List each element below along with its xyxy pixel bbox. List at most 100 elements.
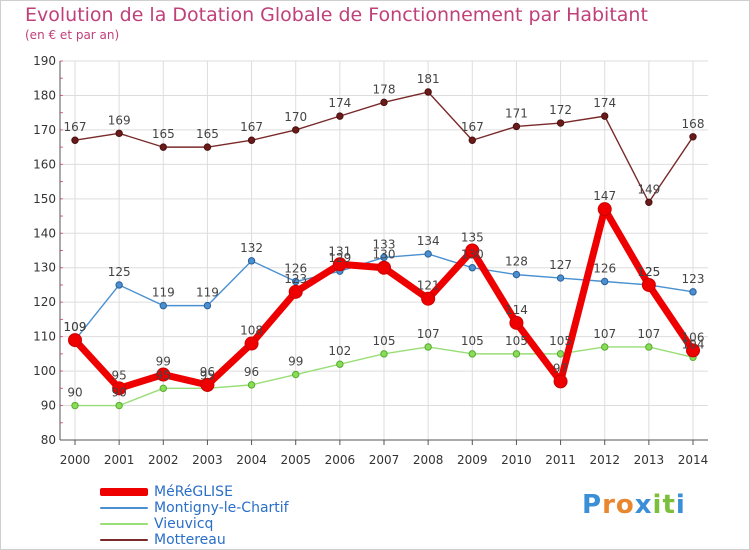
y-tick-label: 180 [33, 88, 56, 102]
data-label-montigny-le-chartif: 119 [152, 286, 175, 300]
data-label-montigny-le-chartif: 119 [196, 286, 219, 300]
point-m-r-glise [377, 260, 391, 275]
logo-letter: o [615, 490, 635, 520]
data-label-vieuvicq: 95 [200, 368, 215, 382]
logo-letter: i [675, 490, 686, 520]
y-tick-label: 150 [33, 192, 56, 206]
data-label-montigny-le-chartif: 125 [637, 265, 660, 279]
data-label-vieuvicq: 90 [112, 386, 127, 400]
point-mottereau [556, 119, 565, 127]
point-m-r-glise [68, 333, 82, 348]
data-label-montigny-le-chartif: 128 [505, 255, 528, 269]
x-tick-label: 2014 [678, 453, 709, 467]
y-tick-label: 110 [33, 330, 56, 344]
point-mottereau [71, 136, 79, 144]
point-mottereau [203, 143, 212, 151]
data-label-mottereau: 174 [593, 96, 616, 110]
x-tick-label: 2010 [501, 453, 532, 467]
data-label-mottereau: 181 [417, 72, 440, 86]
data-label-montigny-le-chartif: 134 [417, 234, 440, 248]
data-label-montigny-le-chartif: 133 [373, 237, 396, 251]
point-vieuvicq [424, 343, 432, 351]
point-mottereau [247, 136, 256, 144]
legend-swatch [100, 539, 148, 541]
logo-letter: i [652, 490, 663, 520]
x-tick-label: 2000 [60, 453, 91, 467]
point-vieuvicq [159, 384, 167, 393]
data-label-m-r-glise: 131 [328, 244, 351, 258]
point-mottereau [512, 122, 521, 131]
y-tick-label: 140 [33, 226, 56, 240]
point-mottereau [689, 133, 697, 141]
x-tick-label: 2008 [413, 453, 444, 467]
logo-letter: t [662, 490, 676, 520]
point-m-r-glise [686, 343, 700, 358]
data-label-mottereau: 165 [152, 127, 175, 141]
y-tick-label: 120 [33, 295, 56, 309]
point-m-r-glise [553, 374, 568, 389]
data-label-montigny-le-chartif: 132 [240, 241, 263, 255]
point-m-r-glise [421, 291, 436, 306]
proxiti-logo: Proxiti [582, 490, 686, 520]
data-label-vieuvicq: 95 [156, 368, 171, 382]
axes: 80 90 100 110 120 130 140 150 160 170 180 190 2000 20… [33, 54, 708, 467]
y-tick-label: 170 [33, 123, 56, 137]
point-montigny-le-chartif [247, 257, 256, 265]
point-m-r-glise [641, 277, 656, 292]
data-label-mottereau: 167 [240, 120, 263, 134]
data-label-m-r-glise: 96 [200, 365, 215, 379]
point-mottereau [601, 112, 609, 120]
point-montigny-le-chartif [556, 274, 565, 282]
data-label-m-r-glise: 114 [505, 303, 528, 317]
data-label-mottereau: 172 [549, 103, 572, 117]
point-montigny-le-chartif [601, 277, 609, 286]
point-m-r-glise [112, 381, 127, 396]
data-label-montigny-le-chartif: 123 [682, 272, 705, 286]
point-vieuvicq [645, 343, 653, 351]
point-m-r-glise [200, 377, 215, 392]
point-vieuvicq [380, 350, 388, 358]
data-label-mottereau: 169 [108, 113, 131, 127]
logo-letter: r [602, 490, 616, 520]
legend-item: MéRéGLISE [100, 484, 289, 500]
y-tick-label: 160 [33, 157, 56, 171]
data-label-mottereau: 170 [284, 110, 307, 124]
point-m-r-glise [244, 336, 259, 351]
point-vieuvicq [556, 350, 565, 358]
point-montigny-le-chartif [424, 250, 432, 258]
x-tick-label: 2011 [545, 453, 576, 467]
data-label-mottereau: 167 [461, 120, 484, 134]
data-label-montigny-le-chartif: 130 [461, 248, 484, 262]
point-m-r-glise [288, 284, 303, 299]
point-m-r-glise [597, 202, 612, 217]
point-montigny-le-chartif [203, 301, 212, 310]
point-mottereau [159, 143, 167, 151]
data-label-vieuvicq: 107 [637, 327, 660, 341]
legend-label: MéRéGLISE [154, 484, 233, 500]
point-mottereau [292, 126, 300, 134]
point-montigny-le-chartif [512, 270, 521, 279]
grid [60, 60, 708, 441]
point-montigny-le-chartif [115, 281, 123, 289]
data-label-vieuvicq: 105 [373, 334, 396, 348]
logo-letter: P [582, 490, 603, 520]
point-vieuvicq [512, 350, 521, 358]
x-tick-label: 2006 [325, 453, 356, 467]
point-vieuvicq [115, 401, 123, 410]
x-tick-label: 2009 [457, 453, 488, 467]
y-tick-label: 190 [33, 54, 56, 68]
x-tick-label: 2001 [104, 453, 135, 467]
point-mottereau [115, 129, 123, 138]
legend-label: Montigny-le-Chartif [154, 500, 289, 516]
legend-item: Mottereau [100, 532, 289, 548]
x-tick-label: 2002 [148, 453, 179, 467]
data-label-mottereau: 178 [373, 82, 396, 96]
point-montigny-le-chartif [292, 277, 300, 286]
data-label-vieuvicq: 104 [682, 337, 705, 351]
legend-swatch [100, 523, 148, 525]
point-vieuvicq [71, 401, 79, 410]
point-mottereau [468, 136, 476, 144]
data-label-mottereau: 168 [682, 117, 705, 131]
